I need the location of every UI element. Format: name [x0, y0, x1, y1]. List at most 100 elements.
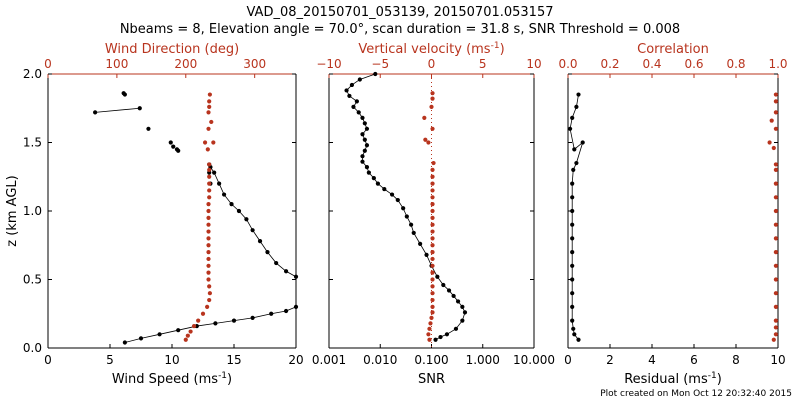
data-point — [572, 147, 577, 152]
top-tick-label: 0.6 — [684, 57, 703, 71]
bottom-tick-label: 0 — [564, 353, 572, 367]
data-point — [773, 325, 779, 330]
data-point — [375, 181, 381, 186]
top-tick-label: 0 — [428, 57, 436, 71]
data-point — [137, 106, 142, 111]
data-point — [773, 291, 779, 296]
data-point — [430, 270, 435, 275]
data-point — [430, 188, 435, 193]
top-tick-label: 10 — [526, 57, 541, 71]
data-point — [207, 92, 212, 97]
bottom-tick-label: 10 — [164, 353, 179, 367]
series-line — [346, 73, 466, 341]
data-point — [773, 318, 779, 323]
data-point — [430, 263, 435, 268]
data-point — [185, 333, 190, 338]
data-point — [122, 340, 127, 345]
chart-title: VAD_08_20150701_053139, 20150701.053157 — [247, 5, 554, 20]
data-point — [773, 181, 779, 186]
data-point — [209, 119, 214, 125]
data-point — [404, 214, 409, 219]
data-point — [176, 328, 181, 333]
series-black — [344, 71, 468, 342]
data-point — [411, 230, 416, 236]
data-point — [138, 336, 144, 341]
bottom-tick-label: 0.100 — [414, 353, 448, 367]
data-point — [423, 137, 428, 142]
data-point — [206, 256, 211, 262]
data-point — [572, 332, 577, 337]
bottom-tick-label: 0.010 — [363, 353, 397, 367]
data-point — [360, 154, 365, 159]
data-point — [570, 236, 575, 241]
data-point — [773, 236, 779, 241]
top-tick-label: 0.8 — [726, 57, 745, 71]
data-point — [430, 297, 435, 303]
data-point — [171, 144, 176, 149]
data-point — [347, 93, 352, 99]
data-point — [570, 115, 575, 120]
data-point — [570, 318, 575, 323]
data-point — [773, 263, 779, 268]
data-point — [207, 188, 212, 193]
data-point — [206, 243, 211, 248]
data-point — [580, 140, 585, 145]
data-point — [207, 104, 212, 109]
bottom-tick-label: 5 — [106, 353, 114, 367]
data-point — [570, 263, 575, 268]
bottom-tick-label: 0 — [44, 353, 52, 367]
data-point — [202, 140, 208, 145]
data-point — [430, 222, 435, 227]
data-point — [460, 318, 465, 323]
data-point — [462, 310, 468, 315]
data-point — [773, 332, 779, 337]
data-point — [430, 236, 435, 241]
data-point — [430, 277, 435, 282]
data-point — [213, 321, 218, 326]
data-point — [576, 92, 581, 97]
data-point — [409, 222, 414, 227]
series-line — [569, 94, 584, 341]
data-point — [773, 222, 779, 227]
data-point — [207, 284, 212, 289]
data-point — [244, 217, 249, 222]
data-point — [207, 167, 212, 172]
y-tick-label: 1.0 — [23, 204, 42, 218]
data-point — [773, 208, 779, 214]
data-point — [429, 104, 434, 109]
data-point — [430, 256, 435, 262]
data-point — [773, 277, 779, 282]
data-point — [207, 174, 212, 179]
data-point — [430, 91, 435, 96]
data-point — [293, 304, 299, 309]
series-black — [568, 92, 585, 342]
data-point — [438, 334, 443, 340]
data-point — [257, 239, 263, 244]
top-tick-label: 0.2 — [600, 57, 619, 71]
bottom-tick-label: 8 — [732, 353, 740, 367]
data-point — [382, 186, 387, 192]
data-point — [206, 236, 211, 241]
data-point — [293, 274, 299, 279]
data-point — [430, 181, 435, 186]
data-point — [574, 160, 579, 166]
data-point — [373, 71, 378, 77]
data-point — [206, 215, 211, 220]
panel-3: 0 2 4 6 8 10 Residual (ms-1) 0.0 0.2 0.4 0.6 0.8 1.0… — [558, 42, 787, 387]
data-point — [570, 291, 575, 296]
data-point — [444, 332, 450, 337]
data-point — [360, 115, 365, 120]
series-black — [93, 91, 299, 345]
data-point — [773, 99, 779, 104]
data-point — [206, 126, 211, 131]
data-point — [422, 115, 427, 120]
series-line — [208, 164, 297, 278]
data-point — [430, 284, 435, 289]
data-point — [283, 269, 289, 274]
data-point — [207, 195, 212, 200]
bottom-axis-label: Wind Speed (ms-1) — [112, 371, 232, 387]
data-point — [205, 147, 210, 152]
data-point — [168, 140, 173, 145]
data-point — [250, 315, 255, 320]
